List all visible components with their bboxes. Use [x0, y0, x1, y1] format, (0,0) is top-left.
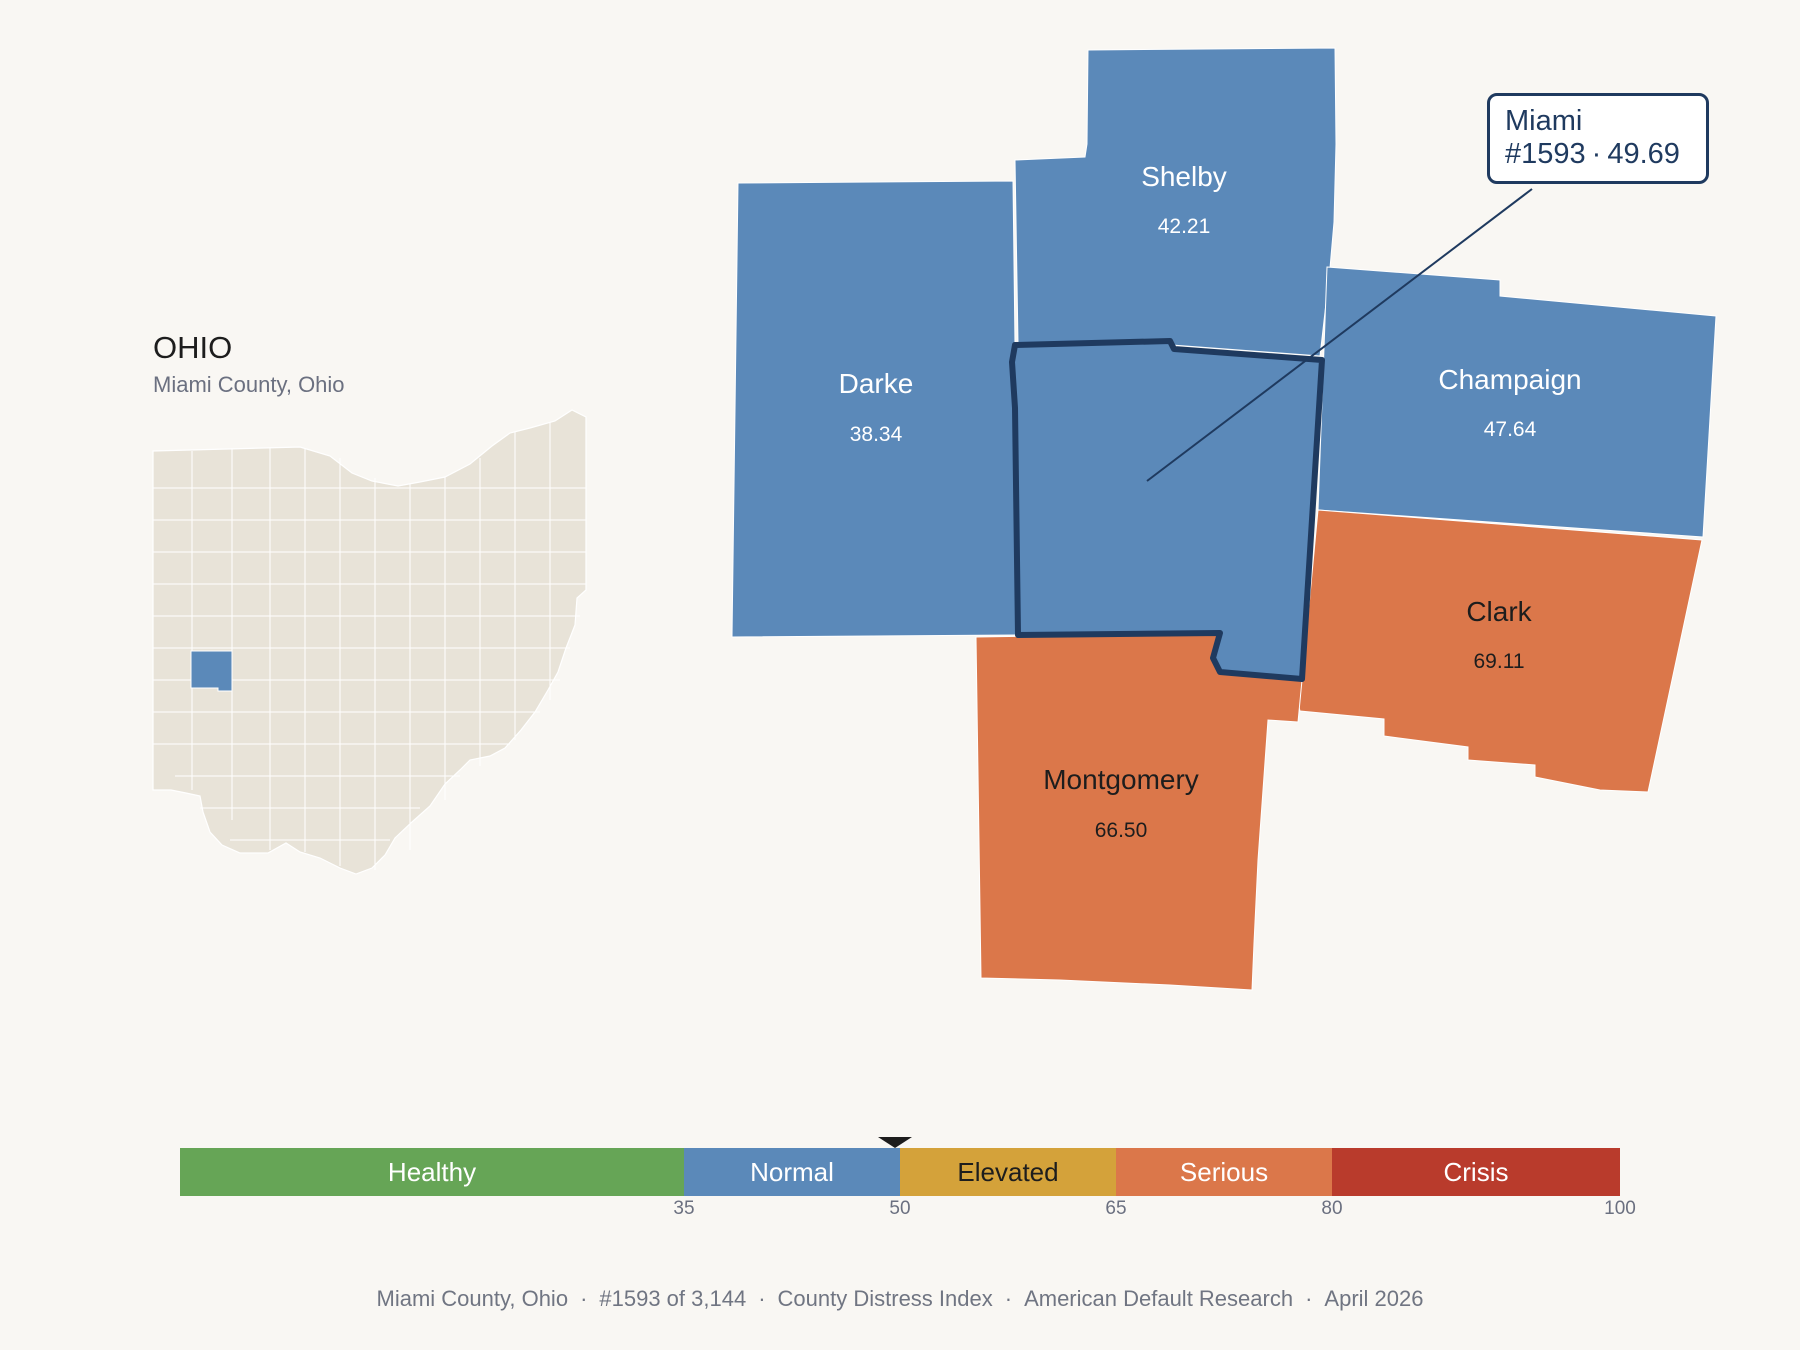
scale-segment-normal: Normal	[684, 1148, 900, 1196]
scale-tick: 35	[673, 1198, 695, 1219]
footer-separator: ·	[580, 1286, 588, 1311]
scale-tick: 65	[1105, 1198, 1127, 1219]
callout-separator: ·	[1591, 138, 1602, 170]
county-value-champaign: 47.64	[1484, 418, 1537, 441]
scale-tick: 50	[889, 1198, 911, 1219]
footer-county: Miami County, Ohio	[376, 1286, 569, 1311]
callout-score: 49.69	[1607, 138, 1680, 170]
footer-separator: ·	[758, 1286, 766, 1311]
scale-tick: 100	[1604, 1198, 1636, 1219]
ohio-state-shape	[152, 409, 587, 875]
county-champaign	[1317, 266, 1717, 538]
footer-rank: #1593 of 3,144	[599, 1286, 747, 1311]
county-montgomery	[975, 632, 1303, 991]
footer-date: April 2026	[1324, 1286, 1424, 1311]
callout-rank-score: #1593 · 49.69	[1505, 138, 1706, 171]
scale-tick: 80	[1321, 1198, 1343, 1219]
county-label-darke: Darke	[839, 368, 914, 399]
footer-separator: ·	[1004, 1286, 1013, 1311]
callout-county-name: Miami	[1505, 105, 1583, 137]
county-label-champaign: Champaign	[1438, 364, 1581, 395]
scale-segment-crisis: Crisis	[1332, 1148, 1620, 1196]
callout-rank: #1593	[1505, 138, 1586, 170]
scale-marker-triangle	[878, 1137, 912, 1148]
county-label-shelby: Shelby	[1141, 161, 1227, 192]
footer-credits: Miami County, Ohio · #1593 of 3,144 · County…	[0, 1286, 1800, 1312]
county-value-montgomery: 66.50	[1095, 819, 1148, 842]
county-value-darke: 38.34	[850, 423, 903, 446]
county-shelby	[1014, 47, 1337, 357]
county-miami-focus	[1009, 338, 1325, 682]
county-labels: Shelby 42.21 Darke 38.34 Champaign 47.64…	[839, 161, 1582, 842]
county-label-clark: Clark	[1466, 596, 1532, 627]
county-value-clark: 69.11	[1474, 650, 1525, 673]
miami-county-inset	[190, 650, 233, 692]
footer-source: American Default Research	[1024, 1286, 1294, 1311]
ohio-county-grid	[153, 422, 586, 870]
callout-leader-line	[1146, 188, 1533, 482]
focus-county-callout: Miami #1593 · 49.69	[1487, 93, 1709, 184]
ohio-state-inset	[152, 409, 587, 875]
footer-index-name: County Distress Index	[777, 1286, 993, 1311]
county-label-montgomery: Montgomery	[1043, 764, 1199, 795]
footer-separator: ·	[1305, 1286, 1313, 1311]
scale-segment-serious: Serious	[1116, 1148, 1332, 1196]
county-map	[731, 47, 1717, 991]
county-value-shelby: 42.21	[1158, 215, 1211, 238]
county-darke	[731, 180, 1019, 638]
state-subtitle: Miami County, Ohio	[153, 372, 345, 397]
scale-segment-healthy: Healthy	[180, 1148, 684, 1196]
scale-segment-elevated: Elevated	[900, 1148, 1116, 1196]
state-title: OHIO	[153, 330, 233, 365]
